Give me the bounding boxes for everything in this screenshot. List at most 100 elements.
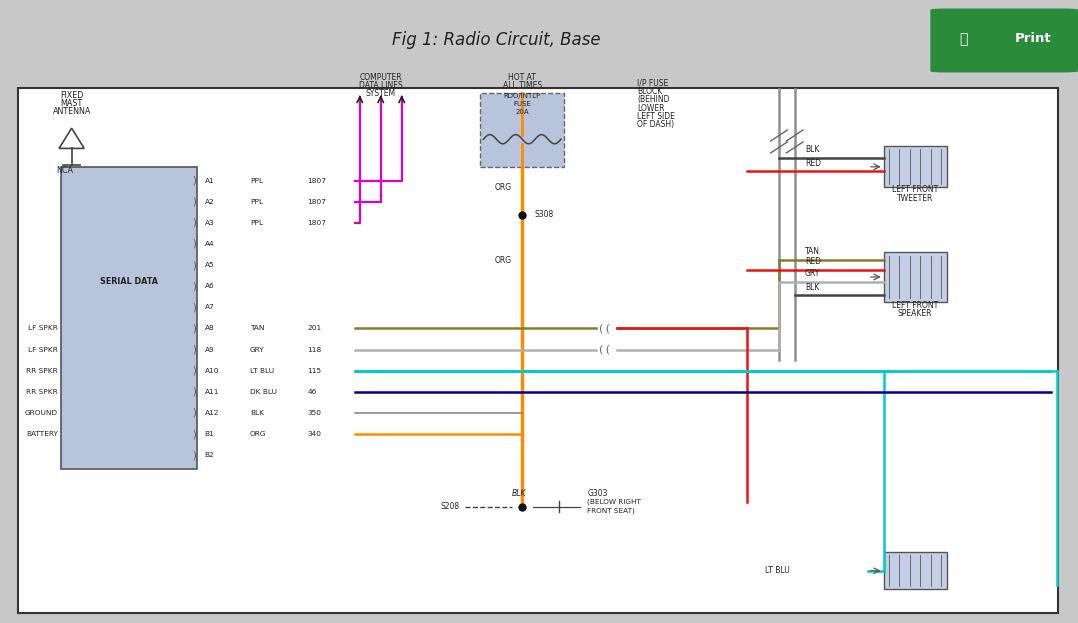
Text: SERIAL DATA: SERIAL DATA <box>100 277 158 285</box>
Text: ): ) <box>192 302 196 312</box>
Text: SPEAKER: SPEAKER <box>898 310 932 318</box>
Text: LT BLU: LT BLU <box>764 566 789 576</box>
Text: BLK: BLK <box>805 145 819 154</box>
Text: LEFT SIDE: LEFT SIDE <box>637 112 675 121</box>
Text: LT BLU: LT BLU <box>250 368 274 374</box>
Text: GROUND: GROUND <box>25 410 58 416</box>
Text: FUSE: FUSE <box>513 101 531 107</box>
Text: 201: 201 <box>307 325 321 331</box>
Text: ALL TIMES: ALL TIMES <box>502 81 542 90</box>
Text: A9: A9 <box>205 346 215 353</box>
Text: B1: B1 <box>205 431 215 437</box>
Text: (BEHIND: (BEHIND <box>637 95 669 105</box>
Bar <box>884 146 946 188</box>
Text: DK BLU: DK BLU <box>250 389 277 395</box>
Text: BATTERY: BATTERY <box>26 431 58 437</box>
Text: TAN: TAN <box>250 325 264 331</box>
Text: B2: B2 <box>205 452 215 458</box>
Text: ): ) <box>192 176 196 186</box>
Text: A11: A11 <box>205 389 219 395</box>
Text: RED: RED <box>805 159 821 168</box>
Text: COMPUTER: COMPUTER <box>359 72 402 82</box>
Text: A4: A4 <box>205 241 215 247</box>
Text: A7: A7 <box>205 304 215 310</box>
Text: 115: 115 <box>307 368 321 374</box>
Text: FRONT SEAT): FRONT SEAT) <box>588 507 635 513</box>
Text: ): ) <box>192 408 196 418</box>
Text: A12: A12 <box>205 410 219 416</box>
Text: LEFT FRONT: LEFT FRONT <box>892 301 938 310</box>
Text: (BELOW RIGHT: (BELOW RIGHT <box>588 499 641 505</box>
Text: ): ) <box>192 323 196 333</box>
Text: A5: A5 <box>205 262 215 268</box>
Text: BLOCK: BLOCK <box>637 87 663 96</box>
FancyBboxPatch shape <box>930 9 1078 72</box>
Text: GRY: GRY <box>250 346 264 353</box>
Text: RDO/INTLP: RDO/INTLP <box>503 93 541 99</box>
Text: ORG: ORG <box>495 183 512 192</box>
Text: LF SPKR: LF SPKR <box>28 346 58 353</box>
Text: 46: 46 <box>307 389 317 395</box>
Text: ): ) <box>192 387 196 397</box>
Text: TAN: TAN <box>805 247 820 256</box>
Text: S208: S208 <box>440 502 459 511</box>
Text: A10: A10 <box>205 368 219 374</box>
Text: Fig 1: Radio Circuit, Base: Fig 1: Radio Circuit, Base <box>391 32 600 49</box>
Text: ): ) <box>192 429 196 439</box>
Text: 1807: 1807 <box>307 220 327 226</box>
Text: GRY: GRY <box>805 269 820 278</box>
Text: A3: A3 <box>205 220 215 226</box>
Text: LOWER: LOWER <box>637 104 665 113</box>
Text: FIXED: FIXED <box>60 91 83 100</box>
Text: PPL: PPL <box>250 220 263 226</box>
Text: TWEETER: TWEETER <box>897 194 934 202</box>
Text: NCA: NCA <box>56 166 73 175</box>
Text: LF SPKR: LF SPKR <box>28 325 58 331</box>
Text: ): ) <box>192 366 196 376</box>
Text: BLK: BLK <box>250 410 264 416</box>
Text: 118: 118 <box>307 346 321 353</box>
Text: ANTENNA: ANTENNA <box>53 107 91 117</box>
Bar <box>884 553 946 589</box>
Bar <box>481 93 564 167</box>
Text: A6: A6 <box>205 283 215 289</box>
Text: LEFT FRONT: LEFT FRONT <box>892 186 938 194</box>
Text: ORG: ORG <box>250 431 266 437</box>
Text: S308: S308 <box>535 210 554 219</box>
Text: BLK: BLK <box>805 283 819 292</box>
Text: ): ) <box>192 450 196 460</box>
Bar <box>884 252 946 302</box>
Text: BLK: BLK <box>512 488 526 498</box>
Text: ): ) <box>192 260 196 270</box>
Text: ( (: ( ( <box>598 323 610 333</box>
Text: ): ) <box>192 281 196 291</box>
Text: 1807: 1807 <box>307 199 327 205</box>
Text: ( (: ( ( <box>598 345 610 354</box>
Text: Print: Print <box>1014 32 1051 45</box>
Bar <box>61 167 197 469</box>
Text: A2: A2 <box>205 199 215 205</box>
Text: 20A: 20A <box>515 110 529 115</box>
Text: ): ) <box>192 197 196 207</box>
Text: 350: 350 <box>307 410 321 416</box>
Text: HOT AT: HOT AT <box>508 72 536 82</box>
Text: ): ) <box>192 218 196 228</box>
Text: SYSTEM: SYSTEM <box>365 89 396 98</box>
Text: G303: G303 <box>588 488 608 498</box>
Text: A8: A8 <box>205 325 215 331</box>
Text: ): ) <box>192 345 196 354</box>
Text: MAST: MAST <box>60 99 83 108</box>
Text: RED: RED <box>805 257 821 266</box>
Text: PPL: PPL <box>250 199 263 205</box>
Text: OF DASH): OF DASH) <box>637 120 675 129</box>
Text: 1807: 1807 <box>307 178 327 184</box>
Text: 340: 340 <box>307 431 321 437</box>
Text: DATA LINES: DATA LINES <box>359 81 402 90</box>
Text: A1: A1 <box>205 178 215 184</box>
Text: ORG: ORG <box>495 256 512 265</box>
Text: RR SPKR: RR SPKR <box>26 389 58 395</box>
Text: I/P FUSE: I/P FUSE <box>637 79 668 88</box>
Text: ): ) <box>192 239 196 249</box>
Text: PPL: PPL <box>250 178 263 184</box>
Text: ⎙: ⎙ <box>959 32 968 46</box>
